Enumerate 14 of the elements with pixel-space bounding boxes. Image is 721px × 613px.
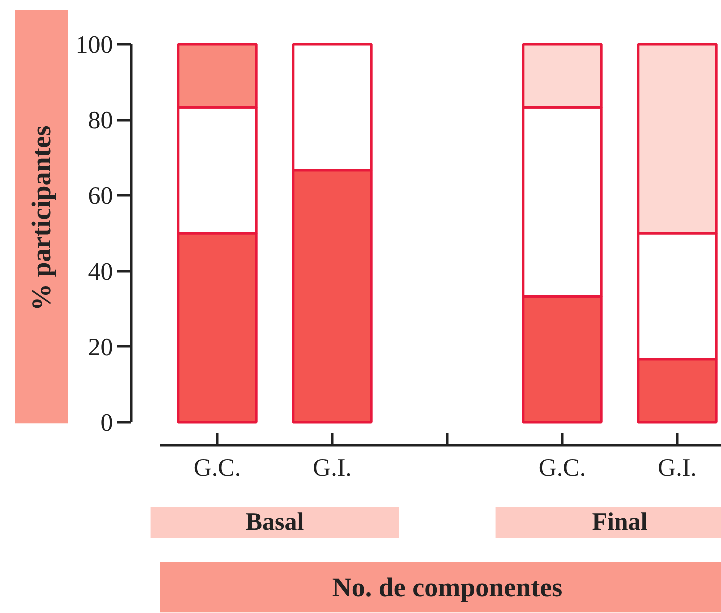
text: Basal	[246, 509, 304, 536]
y-tick-label: 100	[76, 32, 114, 59]
y-tick-label: 0	[100, 410, 114, 437]
text: Final	[592, 509, 648, 536]
y-tick-label: 20	[88, 334, 114, 362]
x-tick-label: G.I.	[313, 455, 352, 482]
x-tick-label: G.I.	[658, 455, 697, 482]
y-axis-title: % participantes	[26, 126, 57, 311]
x-axis-title: No. de componentes	[332, 572, 563, 602]
y-tick-label: 60	[88, 183, 114, 210]
y-tick-label: 80	[88, 108, 114, 135]
y-tick-label: 40	[88, 258, 114, 286]
x-tick-label: G.C.	[538, 455, 586, 482]
x-tick-label: G.C.	[194, 455, 242, 482]
